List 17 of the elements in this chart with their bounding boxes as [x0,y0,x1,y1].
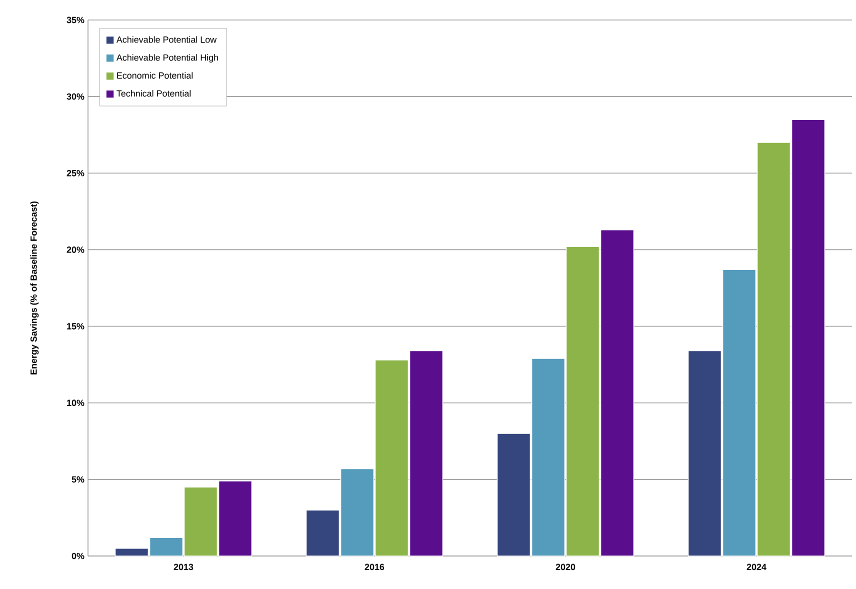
legend-label: Economic Potential [117,72,193,79]
y-tick-label: 25% [66,170,84,176]
y-tick-label: 0% [72,552,84,560]
legend-label: Technical Potential [116,90,191,97]
y-tick-label: 20% [66,246,84,253]
x-tick-label: 2016 [364,564,384,570]
y-axis-title: Energy Savings (% of Baseline Forecast) [30,201,39,374]
y-tick-label: 35% [66,16,84,24]
legend-label: Achievable Potential High [116,54,218,63]
x-tick-label: 2020 [556,564,576,570]
y-tick-label: 5% [72,476,84,483]
y-tick-label: 10% [67,400,84,406]
legend-label: Achievable Potential Low [116,36,217,43]
y-tick-label: 15% [67,323,84,330]
x-tick-label: 2013 [174,564,194,570]
x-tick-label: 2024 [746,564,766,570]
y-tick-label: 30% [66,93,84,100]
